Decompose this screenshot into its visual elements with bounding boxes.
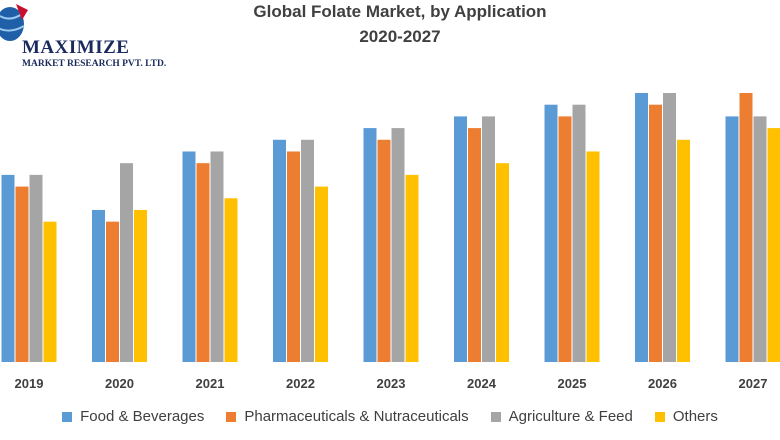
bar-pharmaceuticals-nutraceuticals-2024 [468,128,481,362]
bar-agriculture-feed-2022 [301,139,314,362]
legend-item: Food & Beverages [62,408,204,425]
bar-others-2023 [405,174,419,362]
x-tick-label: 2027 [739,376,768,391]
x-tick-label: 2025 [558,376,587,391]
bar-pharmaceuticals-nutraceuticals-2027 [739,93,753,362]
bar-agriculture-feed-2024 [482,116,495,363]
chart-title: Global Folate Market, by Application [253,2,547,21]
legend-swatch [62,411,73,422]
bar-agriculture-feed-2025 [572,104,586,363]
bar-food-beverages-2019 [1,174,15,362]
company-logo: MAXIMIZE MARKET RESEARCH PVT. LTD. [0,0,170,72]
legend-item: Agriculture & Feed [490,408,633,425]
bar-food-beverages-2022 [273,139,286,362]
bar-food-beverages-2020 [92,209,105,362]
bar-agriculture-feed-2023 [391,128,405,362]
bar-others-2025 [586,151,600,362]
bar-pharmaceuticals-nutraceuticals-2023 [377,139,391,362]
bar-chart: 2019 2020 2021 2022 2023 2024 2025 2026 2027 [1,93,780,391]
x-tick-label: 2022 [286,376,315,391]
bar-food-beverages-2023 [363,128,377,362]
legend-swatch [226,411,237,422]
logo-name: MAXIMIZE [22,37,130,58]
bar-others-2021 [224,198,238,362]
bar-pharmaceuticals-nutraceuticals-2026 [649,104,662,363]
bar-others-2019 [43,221,57,362]
legend-item: Pharmaceuticals & Nutraceuticals [226,408,469,425]
x-tick-label: 2020 [105,376,134,391]
bar-agriculture-feed-2026 [663,93,676,362]
bar-others-2020 [134,209,147,362]
x-tick-label: 2021 [196,376,225,391]
legend-label: Others [672,408,718,425]
bar-agriculture-feed-2020 [120,163,133,362]
bar-food-beverages-2021 [182,151,196,362]
bar-agriculture-feed-2027 [753,116,767,363]
legend-label: Pharmaceuticals & Nutraceuticals [244,408,469,425]
legend-label: Agriculture & Feed [508,408,633,425]
x-tick-label: 2023 [377,376,406,391]
legend-swatch [654,411,665,422]
x-tick-label: 2024 [467,376,497,391]
legend-item: Others [654,408,718,425]
bar-others-2026 [677,139,690,362]
legend-swatch [490,411,501,422]
bar-pharmaceuticals-nutraceuticals-2022 [287,151,300,362]
bar-others-2022 [315,186,328,362]
globe-icon [0,4,28,41]
bar-food-beverages-2024 [454,116,467,363]
bar-food-beverages-2027 [725,116,739,363]
legend-label: Food & Beverages [80,408,205,425]
bar-others-2024 [496,163,509,362]
bar-pharmaceuticals-nutraceuticals-2021 [196,163,210,362]
bar-food-beverages-2026 [635,93,648,362]
x-tick-label: 2019 [15,376,44,391]
chart-subtitle: 2020-2027 [359,27,441,46]
bar-pharmaceuticals-nutraceuticals-2025 [558,116,572,363]
bar-agriculture-feed-2021 [210,151,224,362]
bar-agriculture-feed-2019 [29,174,43,362]
x-tick-label: 2026 [648,376,677,391]
bar-pharmaceuticals-nutraceuticals-2020 [106,221,119,362]
chart-legend: Food & Beverages Pharmaceuticals & Nutrac… [0,408,780,425]
bar-others-2027 [767,128,780,362]
bar-food-beverages-2025 [544,104,558,363]
bar-pharmaceuticals-nutraceuticals-2019 [15,186,29,362]
logo-subtitle: MARKET RESEARCH PVT. LTD. [22,59,167,69]
